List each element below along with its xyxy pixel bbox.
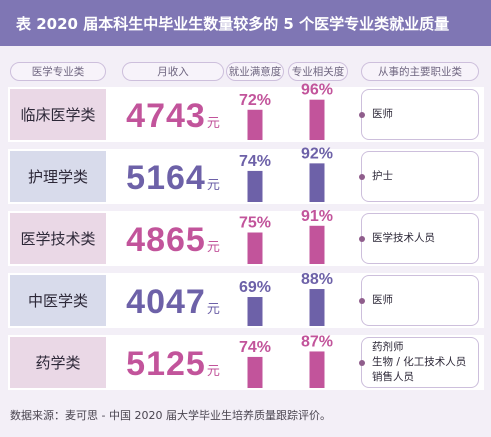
occupation-box: 医学技术人员 xyxy=(359,213,479,264)
salary-number: 5164 xyxy=(126,159,206,197)
data-source: 数据来源：麦可思 - 中国 2020 届大学毕业生培养质量跟踪评价。 xyxy=(10,409,331,422)
occupation-item: 护士 xyxy=(372,170,393,182)
salary-number: 4865 xyxy=(126,221,206,259)
salary-value: 5125 元 xyxy=(122,337,224,388)
satisfaction-label: 74% xyxy=(239,153,271,170)
satisfaction-label: 69% xyxy=(239,279,271,296)
relevance-label: 96% xyxy=(301,82,333,99)
relevance-label: 87% xyxy=(301,333,333,350)
salary-unit: 元 xyxy=(206,302,220,317)
salary-unit: 元 xyxy=(206,240,220,255)
bullet-dot xyxy=(359,112,365,118)
header-relevance: 专业相关度 xyxy=(288,62,348,81)
satisfaction-bar xyxy=(247,356,263,388)
relevance-bar xyxy=(309,351,325,388)
bullet-dot xyxy=(359,360,365,366)
relevance-label: 92% xyxy=(301,145,333,162)
salary-number: 4047 xyxy=(126,283,206,321)
relevance-bar xyxy=(309,99,325,140)
occupation-box: 药剂师 生物 / 化工技术人员 销售人员 xyxy=(359,337,479,388)
relevance-bar xyxy=(309,163,325,202)
salary-unit: 元 xyxy=(206,364,220,379)
satisfaction-label: 72% xyxy=(239,92,271,109)
salary-number: 5125 xyxy=(126,345,206,383)
occupation-item: 医师 xyxy=(372,294,393,306)
occupation-list: 医学技术人员 xyxy=(372,214,435,263)
occupation-item: 药剂师 xyxy=(372,341,404,353)
occupation-item: 销售人员 xyxy=(372,371,414,383)
relevance-label: 91% xyxy=(301,208,333,225)
bullet-dot xyxy=(359,236,365,242)
salary-unit: 元 xyxy=(206,178,220,193)
bullet-dot xyxy=(359,174,365,180)
salary-value: 4865 元 xyxy=(122,213,224,264)
salary-value: 5164 元 xyxy=(122,151,224,202)
relevance-label: 88% xyxy=(301,271,333,288)
major-label: 药学类 xyxy=(10,337,106,388)
major-label: 护理学类 xyxy=(10,151,106,202)
bullet-dot xyxy=(359,298,365,304)
major-label: 医学技术类 xyxy=(10,213,106,264)
satisfaction-label: 75% xyxy=(239,215,271,232)
salary-number: 4743 xyxy=(126,97,206,135)
major-label: 中医学类 xyxy=(10,275,106,326)
relevance-bar xyxy=(309,225,325,264)
occupation-item: 医师 xyxy=(372,108,393,120)
occupation-item: 医学技术人员 xyxy=(372,232,435,244)
header-major: 医学专业类 xyxy=(10,62,106,81)
occupation-list: 药剂师 生物 / 化工技术人员 销售人员 xyxy=(372,338,466,387)
salary-unit: 元 xyxy=(206,116,220,131)
satisfaction-bar xyxy=(247,170,263,202)
occupation-list: 医师 xyxy=(372,276,393,325)
satisfaction-bar xyxy=(247,297,263,326)
occupation-list: 医师 xyxy=(372,90,393,139)
header-salary: 月收入 xyxy=(122,62,224,81)
relevance-bar xyxy=(309,289,325,326)
salary-value: 4047 元 xyxy=(122,275,224,326)
occupation-box: 医师 xyxy=(359,89,479,140)
occupation-list: 护士 xyxy=(372,152,393,201)
occupation-box: 护士 xyxy=(359,151,479,202)
occupation-box: 医师 xyxy=(359,275,479,326)
header-occupation: 从事的主要职业类 xyxy=(361,62,479,81)
major-label: 临床医学类 xyxy=(10,89,106,140)
header-satisfaction: 就业满意度 xyxy=(226,62,284,81)
table-title: 表 2020 届本科生中毕业生数量较多的 5 个医学专业类就业质量 xyxy=(0,0,491,46)
satisfaction-bar xyxy=(247,232,263,264)
occupation-item: 生物 / 化工技术人员 xyxy=(372,356,467,368)
satisfaction-bar xyxy=(247,109,263,140)
salary-value: 4743 元 xyxy=(122,89,224,140)
satisfaction-label: 74% xyxy=(239,339,271,356)
